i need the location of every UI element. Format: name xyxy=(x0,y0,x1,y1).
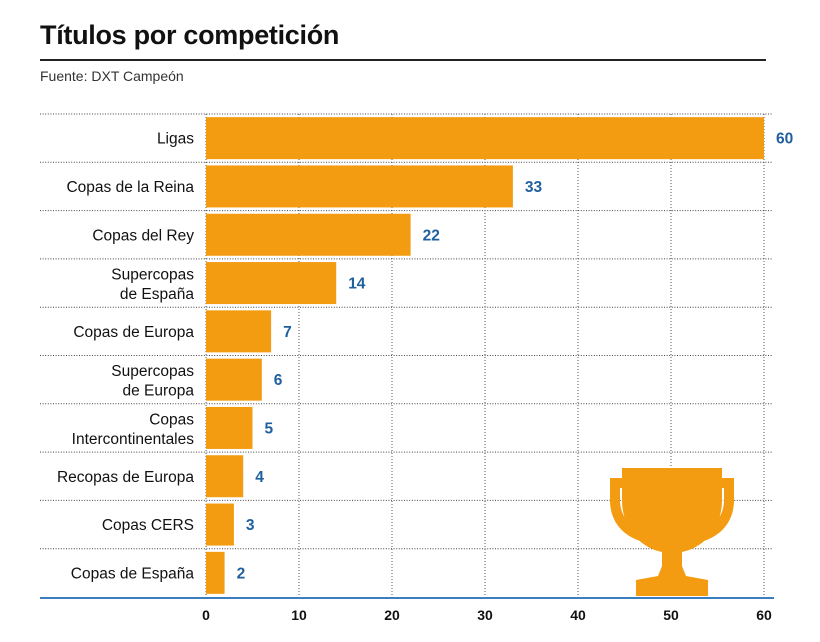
bar xyxy=(206,117,764,160)
x-tick-label: 20 xyxy=(384,607,400,623)
category-label-line: Copas xyxy=(149,411,194,428)
bar xyxy=(206,551,225,594)
chart-source: Fuente: DXT Campeón xyxy=(40,68,184,84)
category-label-line: de España xyxy=(120,286,194,303)
title-rule xyxy=(40,59,766,61)
bar xyxy=(206,358,262,401)
value-label: 4 xyxy=(255,469,264,486)
category-label: Copas de España xyxy=(71,565,195,582)
x-axis: 0 10 20 30 40 50 60 xyxy=(40,597,774,623)
category-label: Copas Intercontinentales xyxy=(72,411,195,448)
category-label: Copas CERS xyxy=(102,517,194,534)
bar xyxy=(206,165,513,208)
x-tick-label: 30 xyxy=(477,607,493,623)
category-label: Copas del Rey xyxy=(92,227,194,244)
chart-title: Títulos por competición xyxy=(40,20,340,50)
x-tick-label: 60 xyxy=(756,607,772,623)
category-label: Recopas de Europa xyxy=(57,469,194,486)
trophy-icon xyxy=(610,468,734,596)
category-label: Supercopas de Europa xyxy=(111,363,194,400)
trophy-base xyxy=(636,566,708,596)
bar xyxy=(206,213,411,256)
x-tick-label: 10 xyxy=(291,607,307,623)
bars xyxy=(206,117,764,594)
bar xyxy=(206,310,272,353)
category-label: Supercopas de España xyxy=(111,267,194,304)
value-label: 5 xyxy=(265,420,274,437)
category-label-line: de Europa xyxy=(122,383,194,400)
x-tick-label: 0 xyxy=(202,607,210,623)
bar xyxy=(206,455,244,498)
value-label: 2 xyxy=(237,565,246,582)
value-label: 22 xyxy=(423,227,440,244)
category-label: Ligas xyxy=(157,131,194,148)
value-label: 33 xyxy=(525,179,543,196)
category-label-line: Supercopas xyxy=(111,267,194,284)
value-label: 14 xyxy=(348,276,366,293)
value-label: 7 xyxy=(283,324,292,341)
value-labels: 60 33 22 14 7 6 5 4 3 2 xyxy=(237,131,794,583)
value-label: 60 xyxy=(776,131,793,148)
category-label-line: Intercontinentales xyxy=(72,431,195,448)
category-label-line: Supercopas xyxy=(111,363,194,380)
x-tick-label: 50 xyxy=(663,607,679,623)
bar xyxy=(206,262,337,305)
value-label: 6 xyxy=(274,372,283,389)
bar xyxy=(206,406,253,449)
category-label: Copas de Europa xyxy=(73,324,194,341)
category-label: Copas de la Reina xyxy=(66,179,194,196)
x-tick-label: 40 xyxy=(570,607,586,623)
bar xyxy=(206,503,234,546)
category-labels: Ligas Copas de la Reina Copas del Rey Super… xyxy=(57,131,194,583)
trophy-cup xyxy=(622,468,722,568)
value-label: 3 xyxy=(246,517,255,534)
